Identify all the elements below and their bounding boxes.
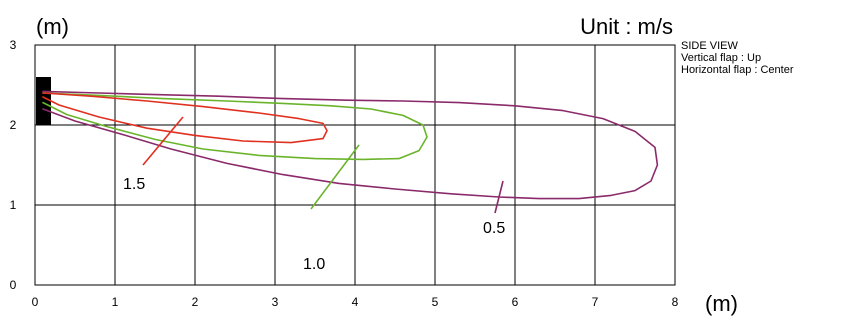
x-tick-label-1: 1 xyxy=(112,295,119,309)
x-unit-label: (m) xyxy=(705,291,738,316)
x-tick-label-5: 5 xyxy=(432,295,439,309)
x-tick-label-4: 4 xyxy=(352,295,359,309)
series-labels: 0.5 1.0 1.5 xyxy=(123,176,505,273)
x-tick-label-6: 6 xyxy=(512,295,519,309)
y-tick-label-3: 3 xyxy=(10,38,17,52)
series-group xyxy=(36,77,659,214)
series-line-1-0 xyxy=(42,92,428,161)
side-notes: SIDE VIEW Vertical flap : Up Horizontal … xyxy=(681,40,794,76)
x-tick-label-3: 3 xyxy=(272,295,279,309)
note-vertical-flap: Vertical flap : Up xyxy=(681,52,762,64)
leader-line-1-5 xyxy=(142,116,184,166)
series-label-1-5: 1.5 xyxy=(123,176,145,193)
leader-line-1-0 xyxy=(310,144,360,210)
note-horizontal-flap: Horizontal flap : Center xyxy=(681,64,794,76)
series-line-1-5 xyxy=(42,92,328,144)
y-unit-label: (m) xyxy=(36,14,69,39)
y-tick-label-1: 1 xyxy=(10,198,17,212)
series-label-0-5: 0.5 xyxy=(483,220,505,237)
x-tick-label-7: 7 xyxy=(592,295,599,309)
unit-label: Unit : m/s xyxy=(580,14,673,39)
note-side-view: SIDE VIEW xyxy=(681,40,738,52)
x-tick-label-8: 8 xyxy=(672,295,679,309)
grid xyxy=(35,45,675,285)
y-tick-label-2: 2 xyxy=(10,118,17,132)
x-tick-label-0: 0 xyxy=(32,295,39,309)
y-tick-label-0: 0 xyxy=(10,278,17,292)
outlet-block xyxy=(36,77,51,125)
x-tick-label-2: 2 xyxy=(192,295,199,309)
tick-labels: 0 1 2 3 4 5 6 7 8 0 1 2 3 xyxy=(10,38,679,309)
series-label-1-0: 1.0 xyxy=(303,256,325,273)
leader-line-0-5 xyxy=(494,180,504,214)
series-line-0-5 xyxy=(42,90,659,200)
